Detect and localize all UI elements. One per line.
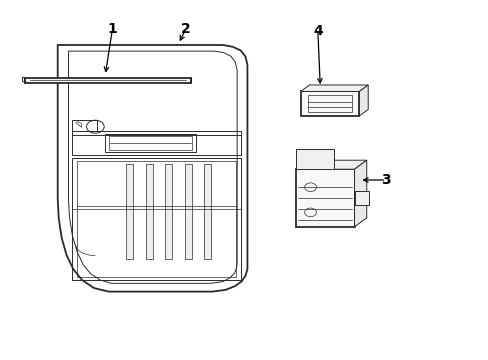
Polygon shape xyxy=(300,91,359,116)
Text: 2: 2 xyxy=(181,22,190,36)
Polygon shape xyxy=(354,191,368,205)
Polygon shape xyxy=(295,160,366,169)
Polygon shape xyxy=(165,164,172,259)
Polygon shape xyxy=(204,164,211,259)
Polygon shape xyxy=(359,85,367,116)
Text: 3: 3 xyxy=(381,173,390,187)
Polygon shape xyxy=(25,78,190,83)
Polygon shape xyxy=(295,169,354,227)
Polygon shape xyxy=(184,164,191,259)
Polygon shape xyxy=(354,160,366,227)
Polygon shape xyxy=(145,164,152,259)
Polygon shape xyxy=(295,149,333,169)
Text: 4: 4 xyxy=(312,24,322,37)
Text: 1: 1 xyxy=(107,22,117,36)
Polygon shape xyxy=(126,164,133,259)
Polygon shape xyxy=(300,85,367,91)
